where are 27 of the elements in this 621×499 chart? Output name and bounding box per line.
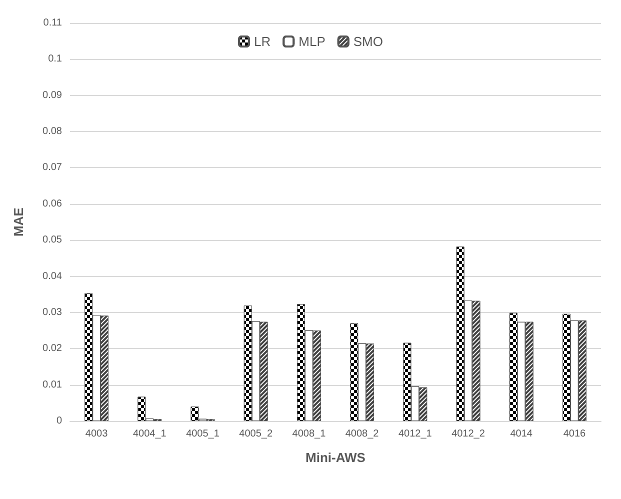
y-tick-label: 0.05 bbox=[42, 234, 62, 246]
y-tick-label: 0.07 bbox=[42, 162, 62, 174]
y-tick-label: 0.09 bbox=[42, 90, 62, 101]
y-axis-title: MAE bbox=[11, 207, 26, 236]
x-tick-label: 4016 bbox=[563, 428, 586, 440]
x-tick-label: 4012_2 bbox=[452, 428, 486, 440]
x-tick-label: 4005_1 bbox=[186, 428, 220, 440]
legend-label: LR bbox=[254, 34, 271, 49]
x-tick-label: 4003 bbox=[85, 428, 108, 440]
y-tick-label: 0.06 bbox=[42, 198, 62, 210]
legend-label: MLP bbox=[298, 34, 326, 49]
y-tick-label: 0.1 bbox=[48, 54, 62, 65]
y-tick-label: 0.04 bbox=[42, 270, 62, 282]
x-tick-label: 4008_2 bbox=[345, 428, 380, 440]
y-tick-label: 0.01 bbox=[42, 379, 62, 390]
x-tick-label: 4014 bbox=[510, 428, 533, 440]
y-tick-label: 0.02 bbox=[42, 343, 62, 354]
x-tick-label: 4008_1 bbox=[292, 428, 326, 440]
y-tick-label: 0.03 bbox=[42, 306, 62, 318]
legend-label: SMO bbox=[353, 34, 383, 49]
y-tick-label: 0.08 bbox=[42, 126, 62, 138]
x-tick-label: 4004_1 bbox=[132, 428, 167, 440]
y-tick-label: 0 bbox=[56, 416, 62, 426]
x-tick-label: 4012_1 bbox=[398, 428, 432, 440]
x-axis-title: Mini-AWS bbox=[306, 450, 366, 465]
x-tick-label: 4005_2 bbox=[239, 428, 273, 440]
y-tick-label: 0.11 bbox=[43, 18, 62, 28]
